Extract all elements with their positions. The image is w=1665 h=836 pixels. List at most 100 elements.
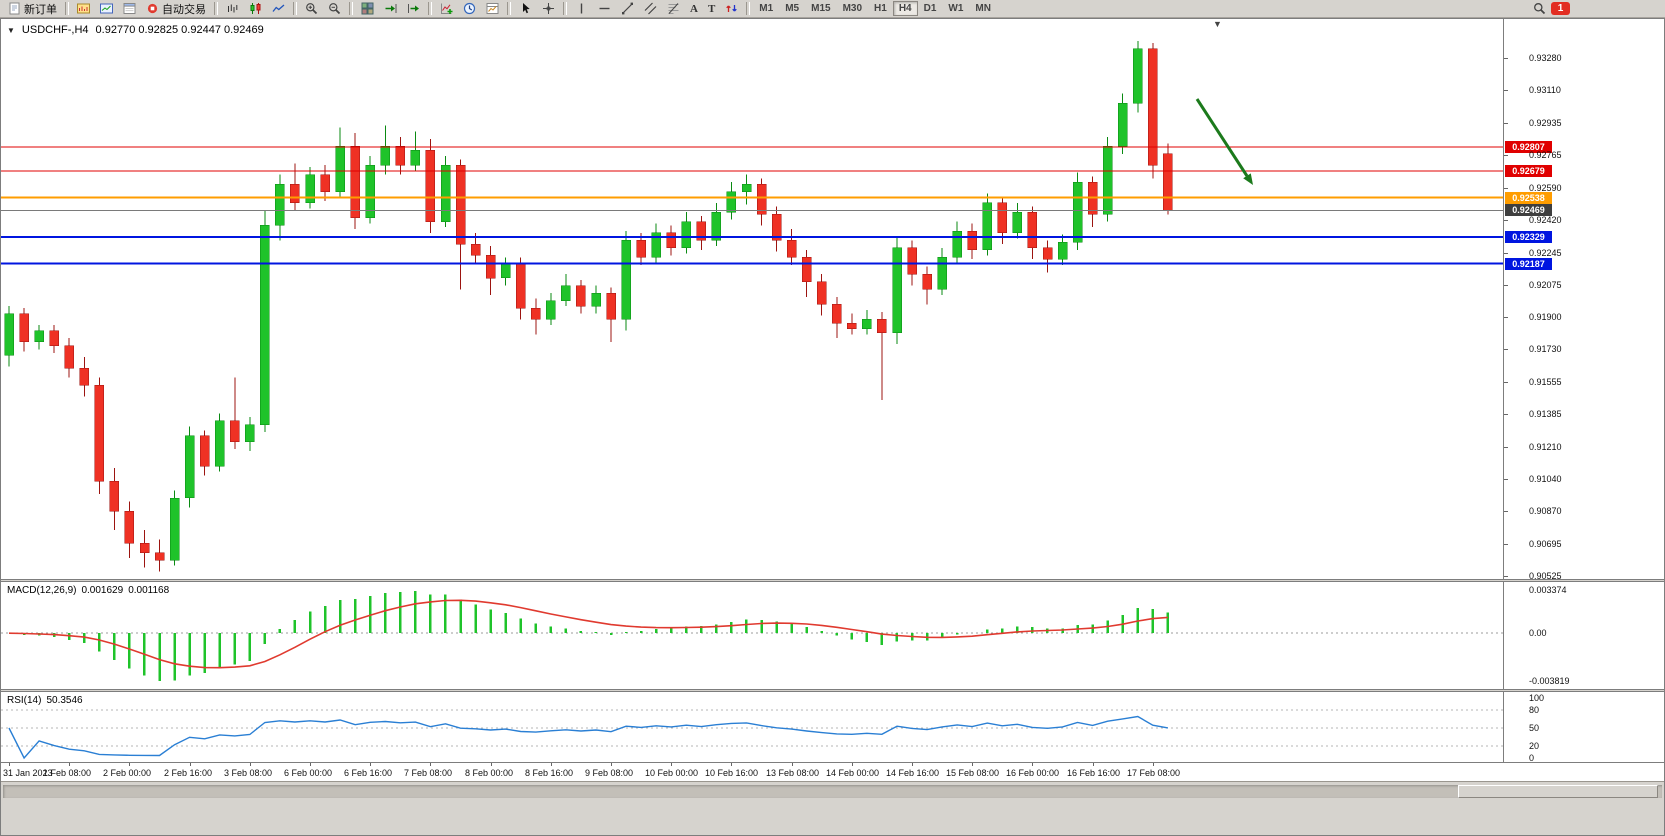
candle xyxy=(832,304,842,324)
price-axis-tick xyxy=(1504,90,1508,91)
templates-button[interactable] xyxy=(481,0,504,18)
charts-window-button[interactable] xyxy=(72,0,95,18)
chart-shift-button[interactable] xyxy=(402,0,425,18)
pane-separator[interactable] xyxy=(1,579,1664,582)
new-order-button[interactable]: 新订单 xyxy=(3,0,62,18)
price-tag-resistance-1: 0.92807 xyxy=(1505,141,1552,153)
time-axis-label: 14 Feb 00:00 xyxy=(826,768,880,778)
channel-tool-button[interactable] xyxy=(639,0,662,18)
periods-button[interactable] xyxy=(458,0,481,18)
time-axis-label: 10 Feb 16:00 xyxy=(705,768,759,778)
candle xyxy=(696,221,707,241)
symbol-dropdown-icon[interactable]: ▼ xyxy=(7,25,15,35)
main-chart-pane[interactable]: ▼ USDCHF-,H4 0.92770 0.92825 0.92447 0.9… xyxy=(1,19,1664,579)
market-watch-icon xyxy=(100,3,113,14)
timeframe-m30[interactable]: M30 xyxy=(842,3,863,14)
time-axis-tick xyxy=(611,763,612,766)
price-axis[interactable]: 0.92807 0.92679 0.92538 0.92469 0.92329 0.921… xyxy=(1503,19,1664,579)
trendline-tool-button[interactable] xyxy=(616,0,639,18)
footer xyxy=(1,781,1664,835)
candle xyxy=(1163,153,1173,211)
chart-shift-marker[interactable]: ▼ xyxy=(1213,19,1222,29)
chart-title: ▼ USDCHF-,H4 0.92770 0.92825 0.92447 0.9… xyxy=(7,24,264,36)
tile-windows-button[interactable] xyxy=(356,0,379,18)
trend-arrow[interactable] xyxy=(1195,98,1253,185)
rsi-pane[interactable]: RSI(14) 50.3546 100 80 50 20 0 xyxy=(1,692,1664,762)
timeframe-h4[interactable]: H4 xyxy=(892,1,918,16)
time-axis-tick xyxy=(370,763,371,766)
toolbar-separator xyxy=(507,2,511,15)
cursor-tool-button[interactable] xyxy=(514,0,537,18)
time-axis-label: 6 Feb 16:00 xyxy=(344,768,393,778)
arrows-tool-button[interactable] xyxy=(720,0,743,18)
zoom-out-button[interactable] xyxy=(323,0,346,18)
candle xyxy=(997,202,1008,234)
candle xyxy=(1057,242,1068,260)
auto-trading-label: 自动交易 xyxy=(162,3,206,16)
price-axis-tick xyxy=(1504,188,1508,189)
rsi-canvas[interactable] xyxy=(1,692,1503,762)
timeframe-mn[interactable]: MN xyxy=(975,3,991,14)
horizontal-scrollbar[interactable] xyxy=(3,785,1662,798)
candle xyxy=(711,211,722,241)
candle xyxy=(275,183,285,226)
timeframe-w1[interactable]: W1 xyxy=(948,3,964,14)
pane-separator[interactable] xyxy=(1,689,1664,692)
candle xyxy=(982,202,993,251)
label-tool-button[interactable]: T xyxy=(703,0,720,18)
candle xyxy=(816,281,827,305)
macd-pane[interactable]: MACD(12,26,9) 0.001629 0.001168 0.003374 0.… xyxy=(1,582,1664,689)
candle xyxy=(154,552,165,561)
candle xyxy=(184,435,195,499)
chart-shift-icon xyxy=(408,4,419,13)
rsi-axis-label: 50 xyxy=(1529,723,1540,733)
candle xyxy=(395,146,406,166)
macd-canvas[interactable] xyxy=(1,582,1503,689)
time-axis-label: 2 Feb 16:00 xyxy=(164,768,213,778)
notification-badge[interactable]: 1 xyxy=(1551,2,1570,15)
candle xyxy=(937,257,947,290)
text-tool-button[interactable]: A xyxy=(685,0,703,18)
fibonacci-icon xyxy=(668,3,679,14)
market-watch-button[interactable] xyxy=(95,0,118,18)
candle xyxy=(756,183,767,215)
crosshair-tool-button[interactable] xyxy=(537,0,560,18)
rsi-axis-label: 80 xyxy=(1529,705,1540,715)
arrows-icon xyxy=(726,5,738,12)
candle xyxy=(1102,146,1113,215)
time-axis-label: 2 Feb 00:00 xyxy=(103,768,152,778)
zoom-in-button[interactable] xyxy=(300,0,323,18)
search-button[interactable] xyxy=(1528,0,1551,18)
price-axis-label: 0.91040 xyxy=(1529,474,1562,484)
price-axis-label: 0.91555 xyxy=(1529,377,1562,387)
timeframe-m1[interactable]: M1 xyxy=(759,3,774,14)
line-chart-button[interactable] xyxy=(267,0,290,18)
auto-scroll-button[interactable] xyxy=(379,0,402,18)
time-axis[interactable]: 31 Jan 2023 1 Feb 08:00 2 Feb 00:00 2 Feb 1… xyxy=(1,762,1664,781)
auto-trading-button[interactable]: 自动交易 xyxy=(141,0,211,18)
timeframe-d1[interactable]: D1 xyxy=(923,3,937,14)
fibonacci-tool-button[interactable] xyxy=(662,0,685,18)
candlestick-chart-button[interactable] xyxy=(244,0,267,18)
candle xyxy=(771,213,782,241)
bar-chart-button[interactable] xyxy=(221,0,244,18)
main-chart-canvas[interactable] xyxy=(1,19,1503,579)
price-axis-tick xyxy=(1504,285,1508,286)
timeframe-m15[interactable]: M15 xyxy=(811,3,831,14)
toolbar: 新订单 自动交易 xyxy=(0,0,1665,18)
vertical-line-tool-button[interactable] xyxy=(570,0,593,18)
toolbar-separator xyxy=(428,2,432,15)
candle xyxy=(1148,48,1158,166)
candle xyxy=(892,247,902,333)
indicators-button[interactable] xyxy=(435,0,458,18)
candle xyxy=(636,240,646,258)
time-axis-label: 14 Feb 16:00 xyxy=(886,768,940,778)
timeframe-m5[interactable]: M5 xyxy=(785,3,800,14)
scrollbar-thumb[interactable] xyxy=(1458,785,1658,798)
indicators-icon xyxy=(441,3,453,14)
horizontal-line-tool-button[interactable] xyxy=(593,0,616,18)
data-window-button[interactable] xyxy=(118,0,141,18)
time-axis-label: 16 Feb 16:00 xyxy=(1067,768,1121,778)
candle xyxy=(245,424,255,442)
timeframe-h1[interactable]: H1 xyxy=(874,3,887,14)
